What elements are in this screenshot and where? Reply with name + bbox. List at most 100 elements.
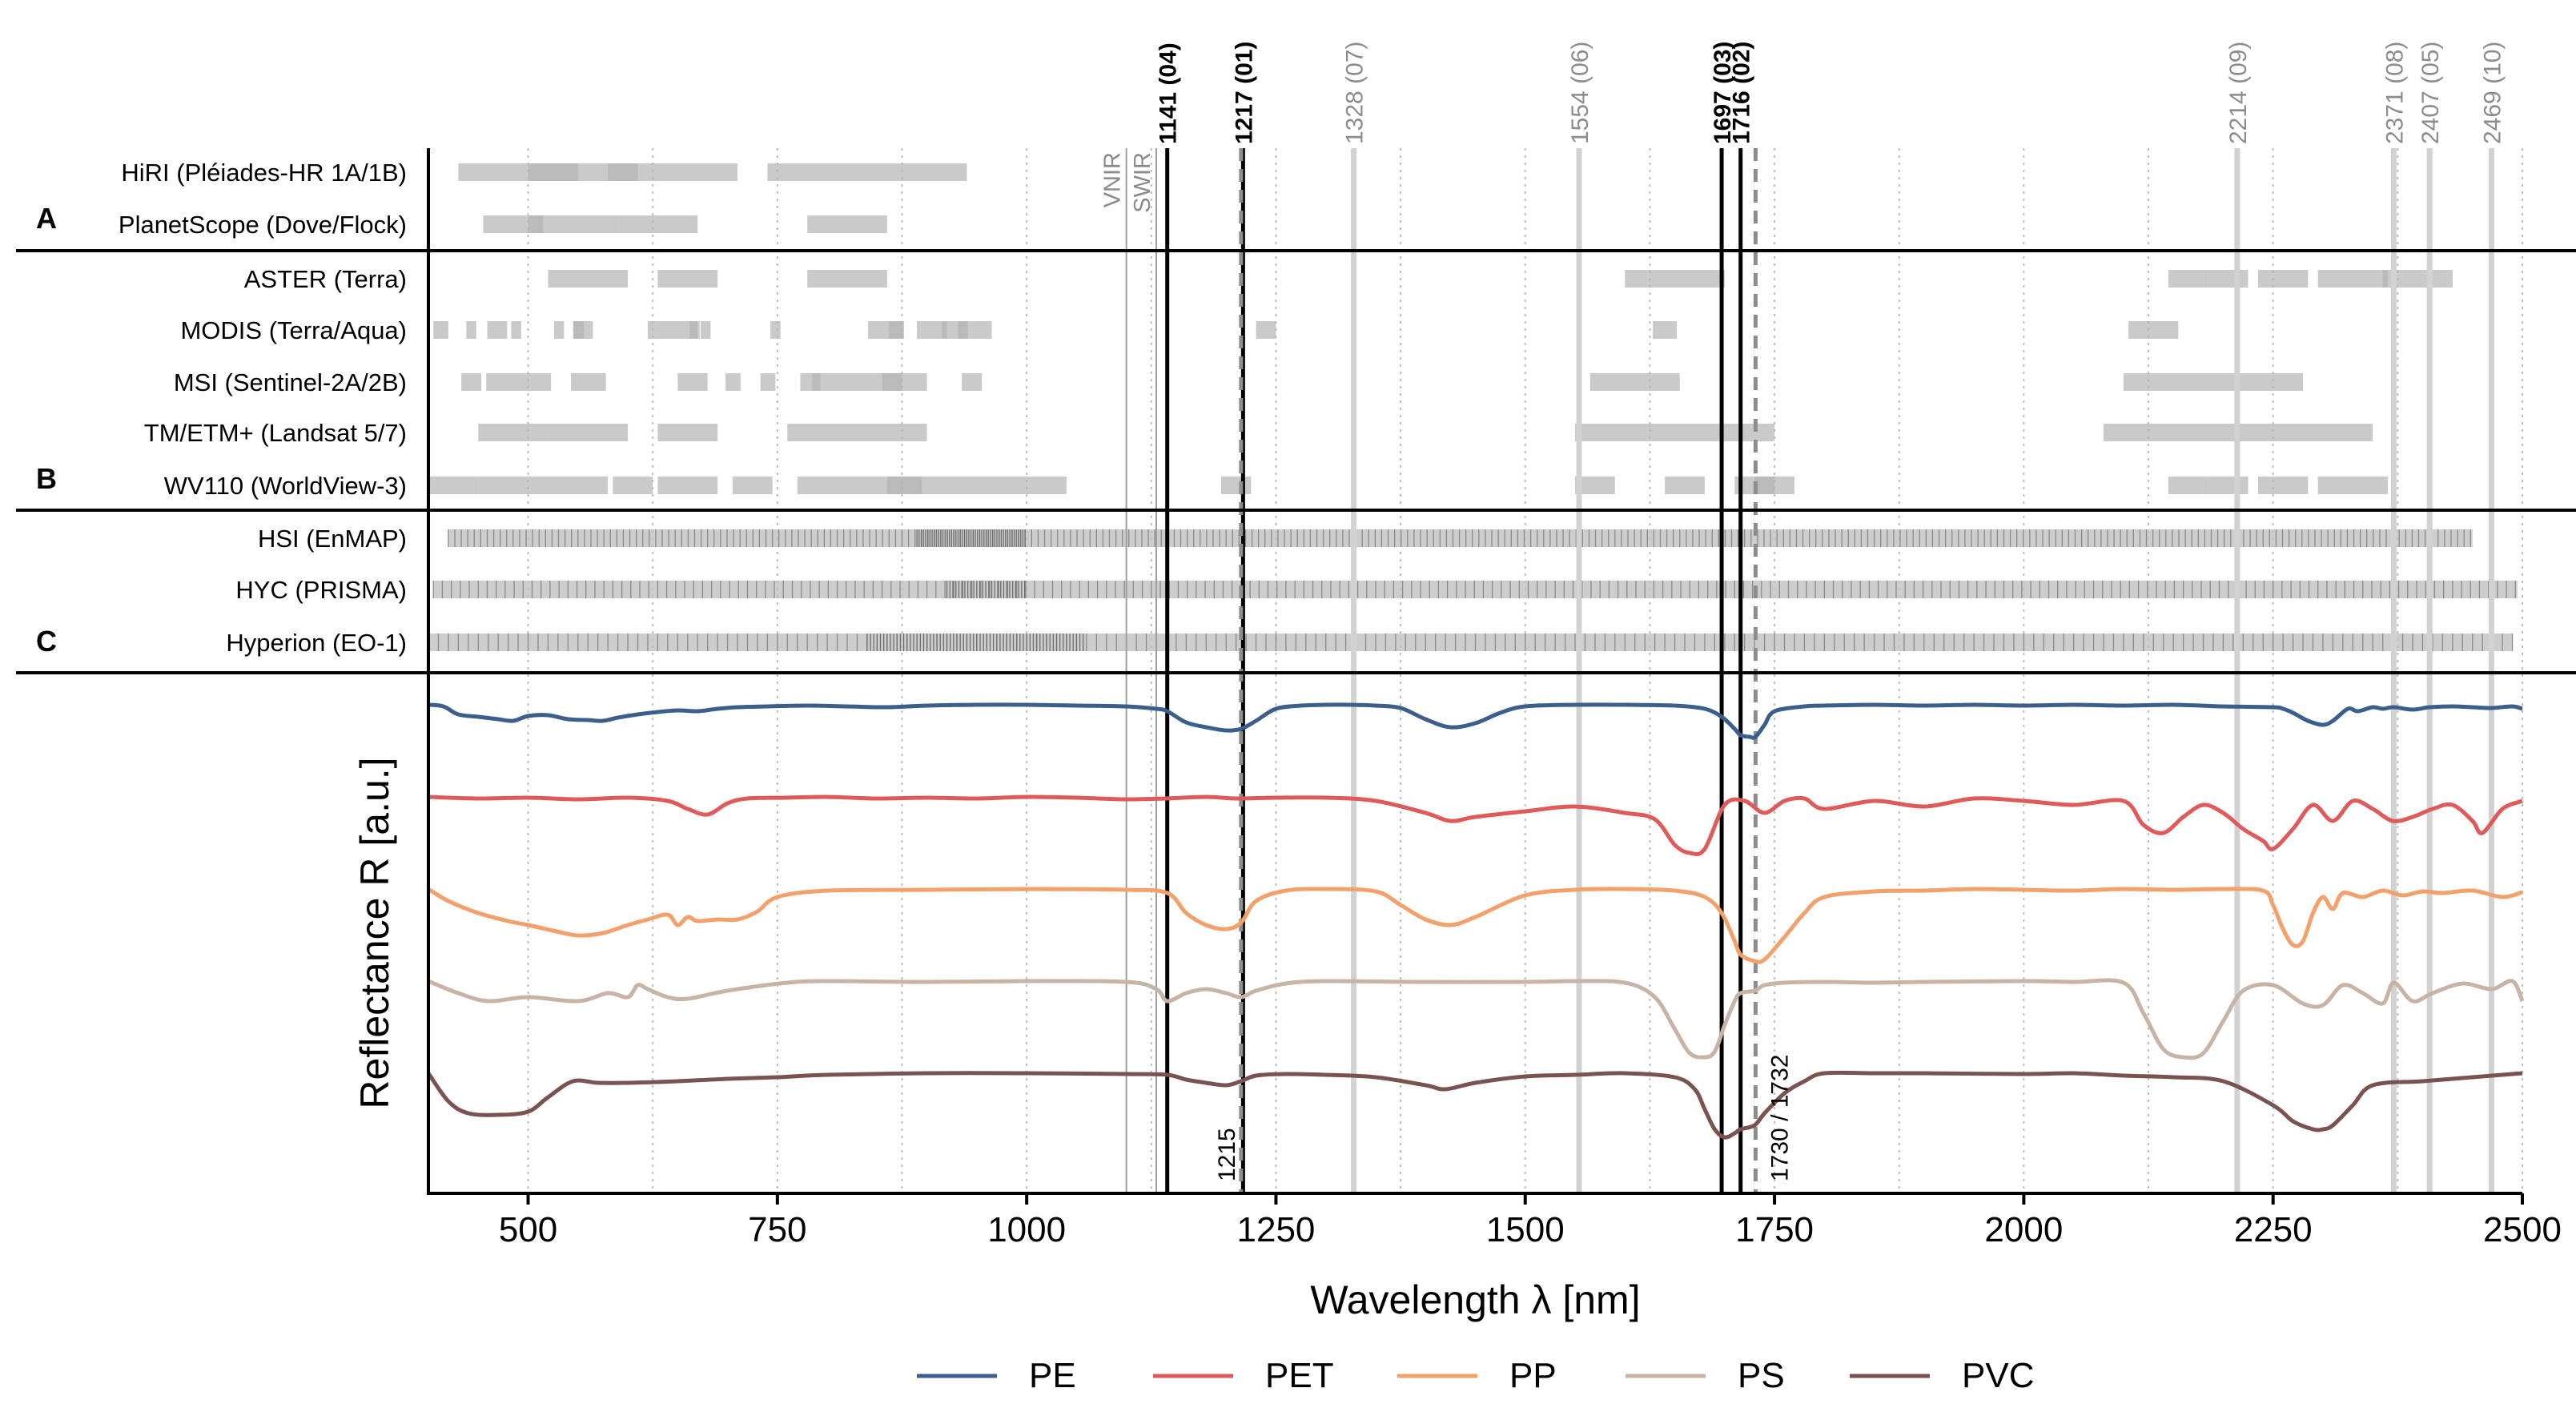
band-rect — [448, 529, 2473, 547]
band-rect — [466, 321, 476, 339]
swir-label: SWIR — [1130, 152, 1155, 213]
band-rect — [886, 477, 1067, 494]
band-rect — [2317, 270, 2388, 288]
marker-label: 1217 (01) — [1231, 42, 1257, 144]
sensor-label: HiRI (Pléiades-HR 1A/1B) — [121, 159, 407, 187]
band-rect — [657, 270, 718, 288]
marker-label: 1697 (03) — [1710, 42, 1736, 144]
sensor-label: MSI (Sentinel-2A/2B) — [174, 368, 407, 396]
band-rect — [1665, 477, 1705, 494]
band-rect — [553, 321, 565, 339]
band-rect — [917, 321, 947, 339]
band-rect — [528, 215, 618, 233]
band-rect — [2382, 270, 2453, 288]
band-rect — [2168, 270, 2208, 288]
y-axis-label: Reflectance R [a.u.] — [352, 757, 397, 1108]
legend-label: PP — [1509, 1356, 1557, 1395]
sensor-label: Hyperion (EO-1) — [226, 629, 407, 657]
band-rect — [487, 321, 508, 339]
vertical-markers — [1125, 148, 2494, 1193]
marker-label: 1328 (07) — [1342, 42, 1368, 144]
band-rect — [689, 321, 700, 339]
marker-label: 2214 (09) — [2225, 42, 2252, 144]
band-rect — [2317, 477, 2388, 494]
legend-label: PE — [1029, 1356, 1076, 1395]
x-tick-label: 2500 — [2483, 1210, 2562, 1249]
band-rect — [613, 477, 653, 494]
band-rect — [428, 477, 479, 494]
marker-label: 1141 (04) — [1155, 42, 1182, 144]
band-rect — [2208, 270, 2248, 288]
band-rect — [962, 373, 983, 391]
vnir-label: VNIR — [1100, 152, 1126, 207]
marker-label: 2469 (10) — [2479, 42, 2506, 144]
band-rect — [1625, 270, 1725, 288]
dashed-marker-label: 1215 — [1214, 1128, 1240, 1181]
x-tick-label: 1250 — [1237, 1210, 1316, 1249]
sensor-bands — [428, 163, 2518, 651]
band-rect — [617, 215, 698, 233]
x-tick-label: 1500 — [1486, 1210, 1565, 1249]
legend: PE PET PP PS PVC — [917, 1356, 2034, 1395]
series-line-pe — [428, 702, 2523, 740]
band-rect — [2258, 270, 2309, 288]
sensor-label: WV110 (WorldView-3) — [164, 472, 407, 500]
dashed-marker-label: 1730 / 1732 — [1766, 1055, 1793, 1181]
band-rect — [770, 321, 781, 339]
band-rect — [732, 477, 773, 494]
sensor-label: PlanetScope (Dove/Flock) — [119, 211, 407, 239]
band-rect — [486, 373, 552, 391]
band-rect — [1256, 321, 1276, 339]
band-rect — [433, 321, 448, 339]
x-axis-label: Wavelength λ [nm] — [1310, 1277, 1640, 1322]
legend-label: PET — [1265, 1356, 1334, 1395]
band-rect — [2123, 373, 2304, 391]
band-rect — [1589, 373, 1680, 391]
series-line-pvc — [426, 1070, 2523, 1140]
sensor-label: HSI (EnMAP) — [258, 525, 407, 553]
panel-letter: A — [36, 202, 57, 235]
band-rect — [767, 163, 967, 181]
marker-label: 1716 (02) — [1729, 42, 1755, 144]
band-rect — [787, 424, 927, 441]
legend-label: PVC — [1962, 1356, 2034, 1395]
band-rect — [548, 270, 629, 288]
sensor-label: HYC (PRISMA) — [235, 576, 407, 604]
x-tick-label: 750 — [748, 1210, 806, 1249]
sensor-label: TM/ETM+ (Landsat 5/7) — [144, 419, 407, 447]
panel-letter: C — [36, 625, 57, 658]
band-rect — [548, 424, 629, 441]
band-rect — [1575, 477, 1615, 494]
band-rect — [1575, 424, 1775, 441]
marker-label: 2407 (05) — [2417, 42, 2444, 144]
panel-letter: B — [36, 462, 57, 495]
band-rect — [478, 477, 538, 494]
band-rect — [608, 163, 738, 181]
x-tick-label: 1000 — [987, 1210, 1066, 1249]
sensor-label: ASTER (Terra) — [244, 265, 407, 293]
band-rect — [537, 477, 609, 494]
band-rect — [657, 477, 718, 494]
band-rect — [1220, 477, 1252, 494]
band-rect — [942, 321, 992, 339]
band-rect — [2128, 321, 2179, 339]
legend-label: PS — [1738, 1356, 1785, 1395]
band-rect — [2208, 477, 2248, 494]
band-rect — [511, 321, 521, 339]
band-rect — [700, 321, 711, 339]
axes-frame — [16, 148, 2576, 1205]
band-rect — [657, 424, 718, 441]
band-rect — [807, 270, 887, 288]
band-rect — [461, 373, 481, 391]
series-line-ps — [428, 978, 2525, 1060]
x-tick-label: 2000 — [1984, 1210, 2063, 1249]
sensor-label: MODIS (Terra/Aqua) — [180, 316, 407, 344]
band-rect — [2168, 477, 2208, 494]
chart-text: HiRI (Pléiades-HR 1A/1B) PlanetScope (Dov… — [36, 42, 2562, 1322]
x-tick-label: 2250 — [2234, 1210, 2313, 1249]
band-rect — [1754, 477, 1794, 494]
band-rect — [647, 321, 698, 339]
marker-label: 1554 (06) — [1567, 42, 1593, 144]
band-rect — [760, 373, 776, 391]
